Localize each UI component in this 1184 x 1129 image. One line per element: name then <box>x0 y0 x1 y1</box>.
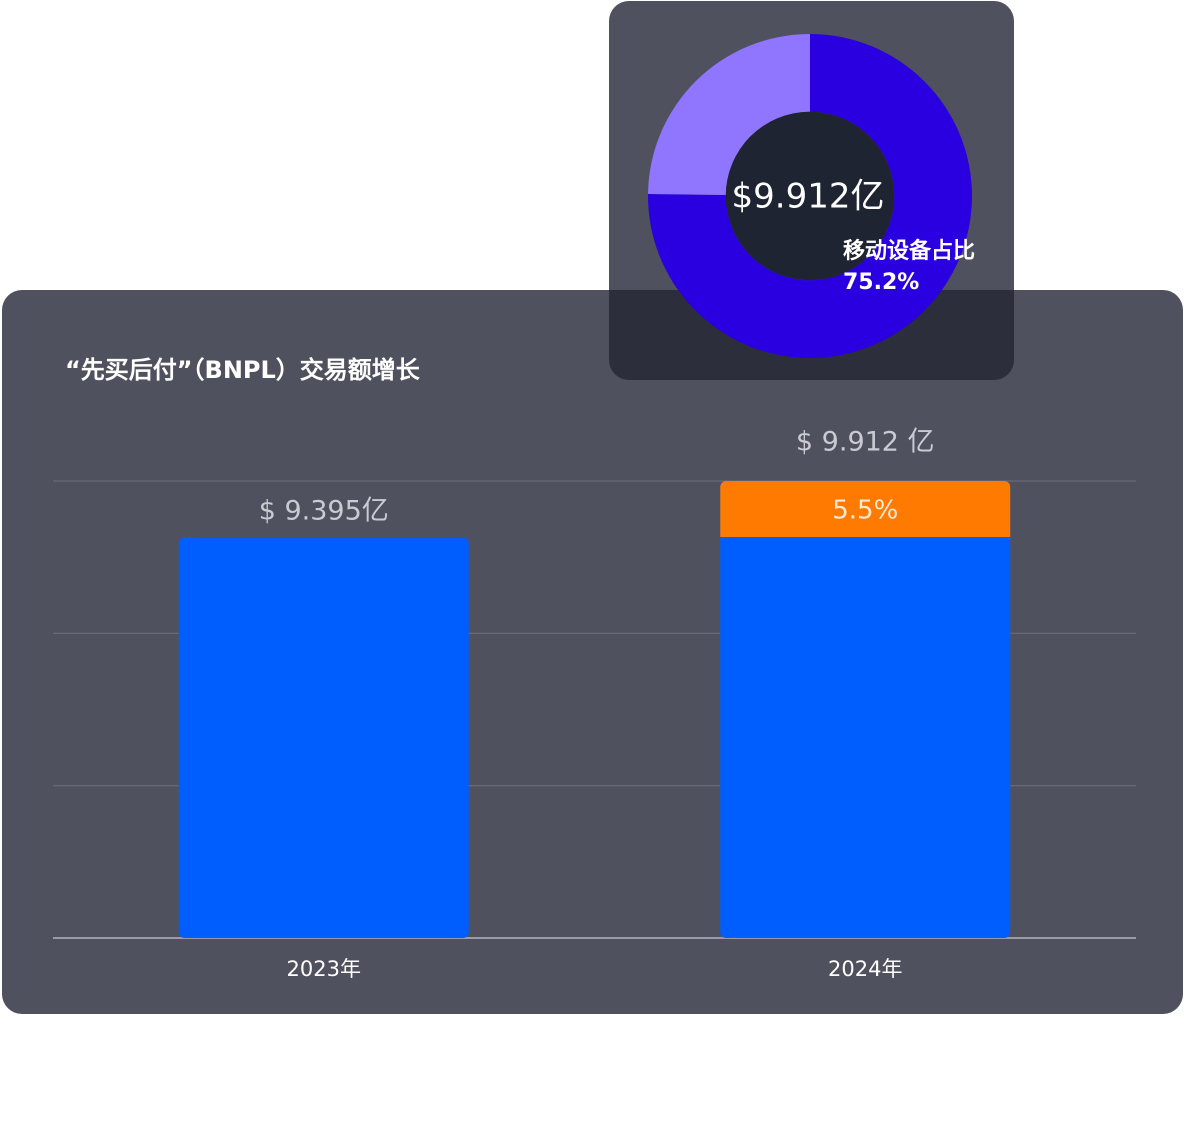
chart-title: “先买后付”（BNPL）交易额增长 <box>65 356 421 384</box>
x-tick-label: 2024年 <box>828 957 902 981</box>
bar <box>720 481 1011 938</box>
pie-slice <box>648 34 972 359</box>
bar <box>178 536 469 938</box>
pie-hole <box>725 111 895 281</box>
value-label: $ 9.395亿 <box>259 495 389 526</box>
x-tick-label: 2023年 <box>287 957 361 981</box>
bar-chart: $ 9.395亿 2023年 $ 9.912 亿 2024年 5.5% <box>53 427 1136 981</box>
pie-slice <box>648 34 810 195</box>
pie-center-label: $9.912亿 <box>732 177 885 217</box>
pie-value-label: 75.2% <box>843 270 919 295</box>
value-label: $ 9.912 亿 <box>796 427 935 458</box>
growth-segment <box>720 481 1011 537</box>
growth-label: 5.5% <box>832 495 898 525</box>
pie-category-label: 移动设备占比 <box>843 238 975 264</box>
